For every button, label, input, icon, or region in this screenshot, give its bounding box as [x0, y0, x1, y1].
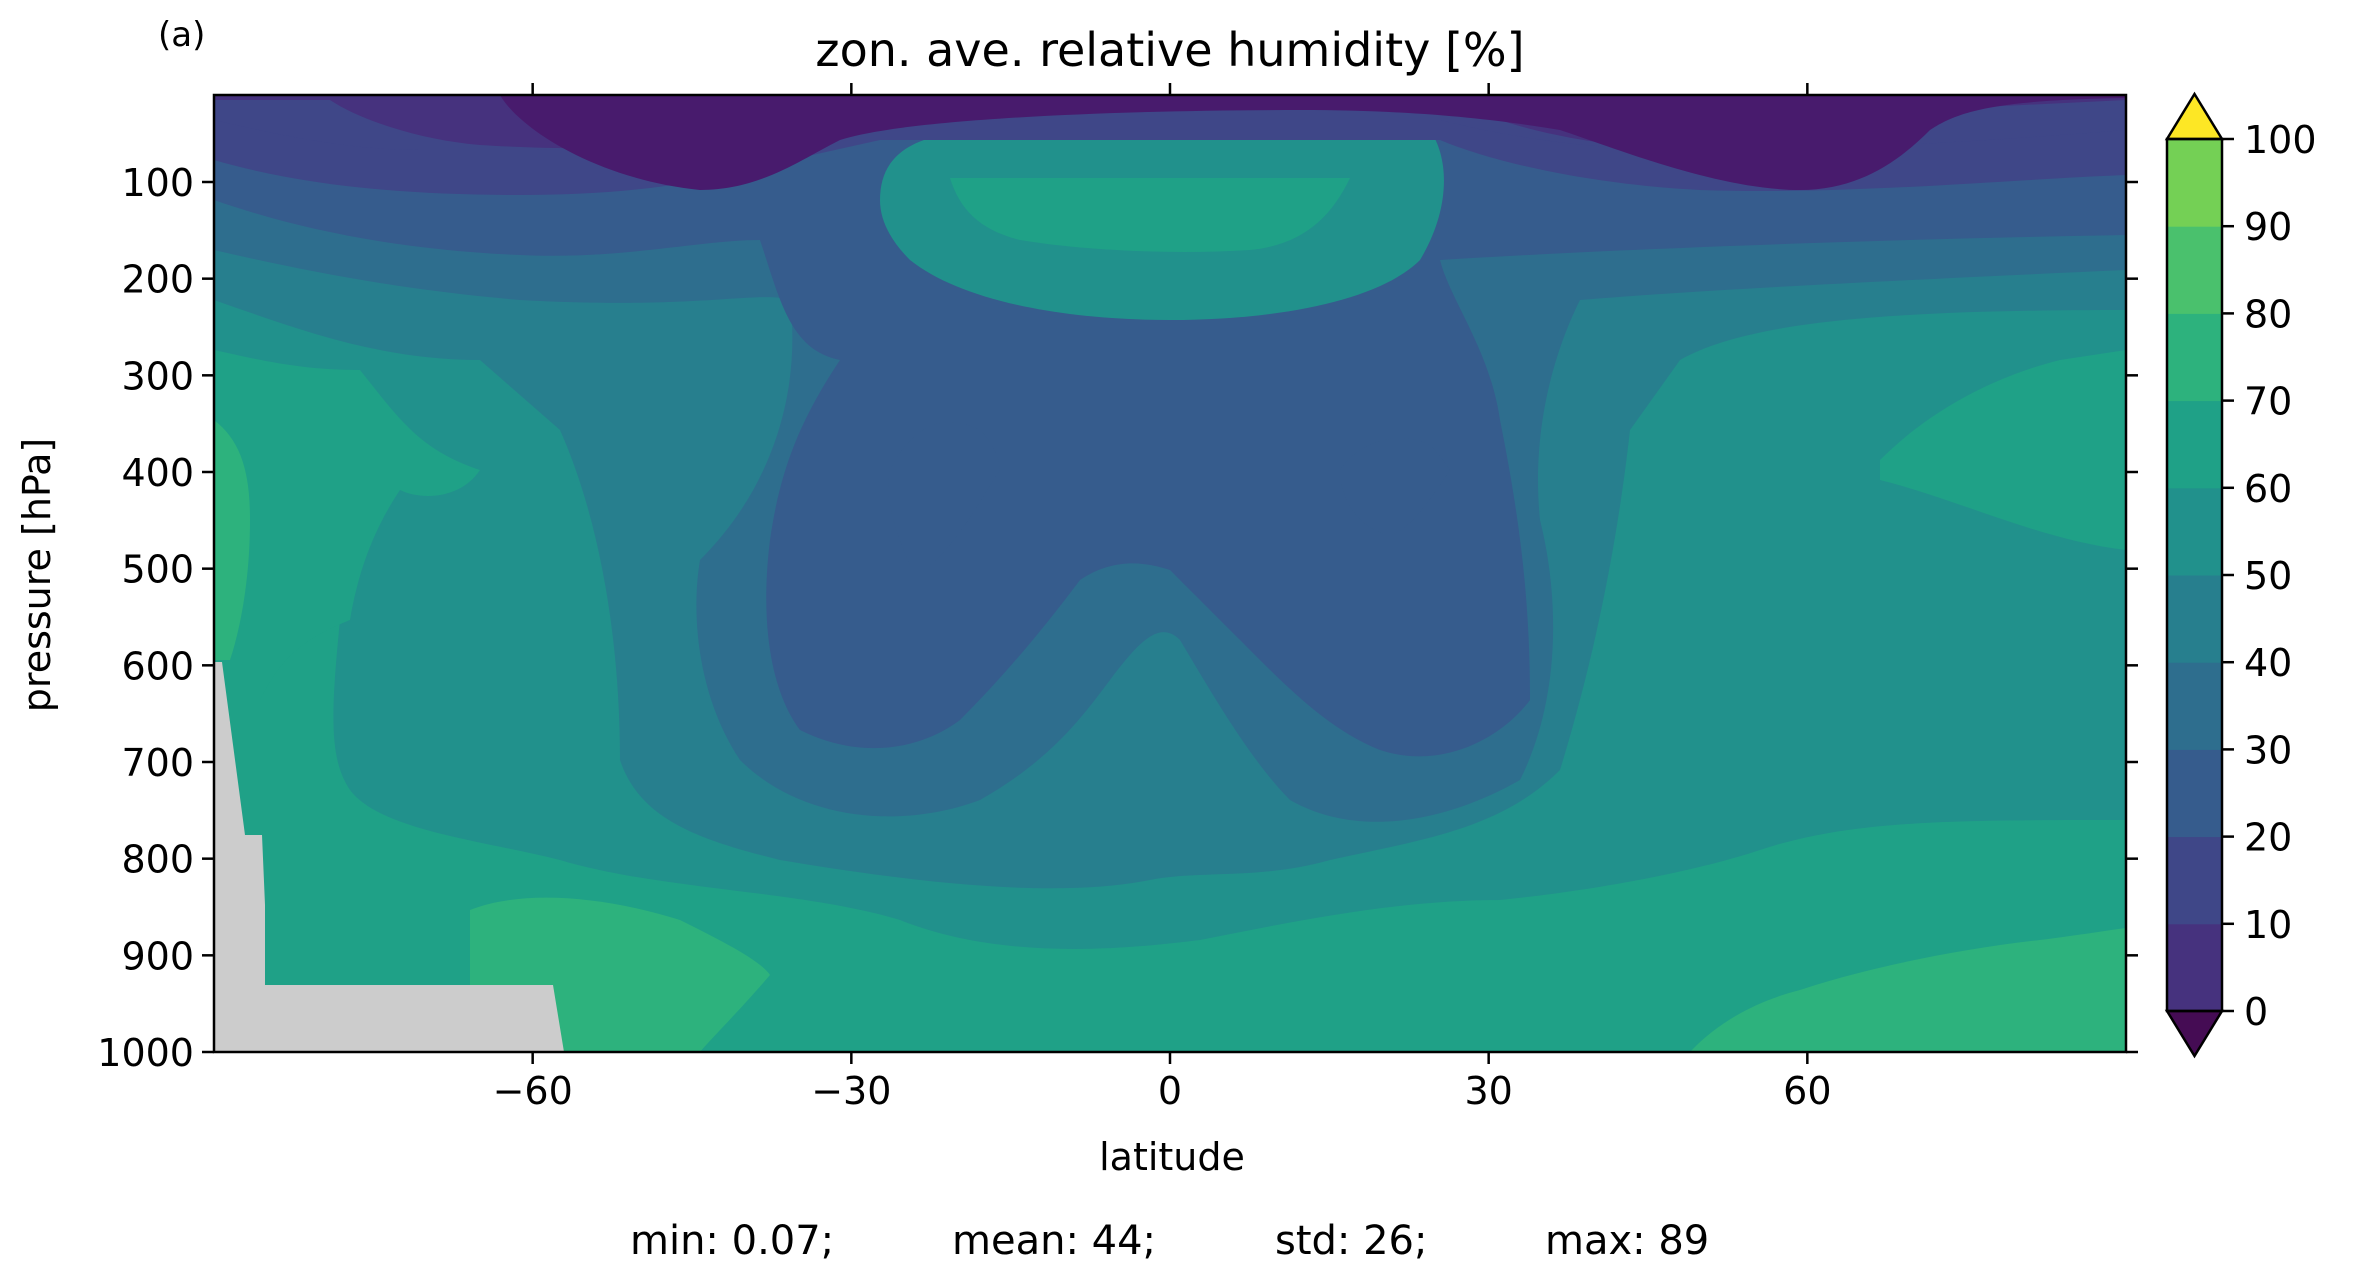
x-tick-label: 0 [1158, 1069, 1182, 1113]
colorbar-segment [2167, 662, 2222, 750]
colorbar-tick-label: 90 [2244, 205, 2292, 249]
contour-band-70-80-south-midlevel [214, 350, 480, 700]
colorbar-tick-label: 20 [2244, 816, 2292, 860]
x-tick-label: −30 [811, 1069, 891, 1113]
colorbar-extend-min [2164, 1009, 2225, 1059]
stat-max: max: 89 [1545, 1218, 1709, 1263]
plot-area [214, 95, 2126, 1052]
missing-data-topography [214, 662, 564, 1052]
chart-title: zon. ave. relative humidity [%] [815, 23, 1524, 77]
contour-band-0-10-lower [500, 95, 2126, 190]
contour-band-70-80-tropical-upper [950, 178, 1350, 252]
colorbar-segment [2167, 749, 2222, 838]
colorbar-segment [2167, 836, 2222, 925]
colorbar-tick-label: 10 [2244, 903, 2292, 947]
colorbar-segment [2167, 226, 2222, 314]
contour-band-20-30-min-north [1340, 438, 1450, 535]
colorbar-segment [2167, 923, 2222, 1012]
y-tick-label: 400 [121, 451, 194, 495]
colorbar-tick-label: 60 [2244, 467, 2292, 511]
contour-band-80-90-south [214, 420, 250, 660]
y-tick-label: 1000 [97, 1031, 194, 1075]
stat-mean: mean: 44; [952, 1218, 1156, 1263]
panel-label: (a) [158, 15, 205, 55]
colorbar-segment [2167, 139, 2222, 227]
colorbar-segment [2167, 575, 2222, 663]
colorbar-extend-max [2164, 91, 2225, 141]
x-tick-label: 60 [1783, 1069, 1831, 1113]
y-tick-label: 100 [121, 161, 194, 205]
colorbar-segment [2167, 400, 2222, 489]
contour-band-30-40 [214, 95, 2126, 757]
colorbar-tick-label: 50 [2244, 554, 2292, 598]
contour-band-60-70 [214, 300, 2126, 1052]
colorbar-tick-label: 100 [2244, 118, 2317, 162]
y-tick-label: 300 [121, 354, 194, 398]
colorbar-segment [2167, 487, 2222, 576]
stat-std: std: 26; [1275, 1218, 1427, 1263]
y-tick-label: 600 [121, 644, 194, 688]
y-tick-label: 700 [121, 741, 194, 785]
colorbar-tick-label: 30 [2244, 728, 2292, 772]
contour-band-20-30-min-south [888, 422, 1000, 565]
y-tick-label: 900 [121, 934, 194, 978]
colorbar: 0 10 20 30 40 50 60 70 80 90 100 [2164, 91, 2317, 1059]
colorbar-segment [2167, 313, 2222, 402]
y-tick-label: 500 [121, 548, 194, 592]
contour-band-70-80-high-lat [1880, 350, 2126, 550]
contour-band-80-90-surface-north [1690, 928, 2126, 1052]
y-tick-label: 200 [121, 258, 194, 302]
colorbar-tick-label: 80 [2244, 292, 2292, 336]
colorbar-tick-label: 40 [2244, 641, 2292, 685]
stat-min: min: 0.07; [630, 1218, 834, 1263]
x-tick-label: 30 [1464, 1069, 1512, 1113]
colorbar-tick-label: 0 [2244, 990, 2268, 1034]
colorbar-tick-label: 70 [2244, 380, 2292, 424]
x-axis: −60 −30 0 30 60 [493, 83, 1832, 1113]
x-axis-label: latitude [1099, 1135, 1245, 1179]
x-tick-label: −60 [493, 1069, 573, 1113]
y-axis-label: pressure [hPa] [15, 438, 59, 712]
y-tick-label: 800 [121, 838, 194, 882]
y-axis: 100 200 300 400 500 600 700 800 900 1000 [97, 161, 2138, 1075]
